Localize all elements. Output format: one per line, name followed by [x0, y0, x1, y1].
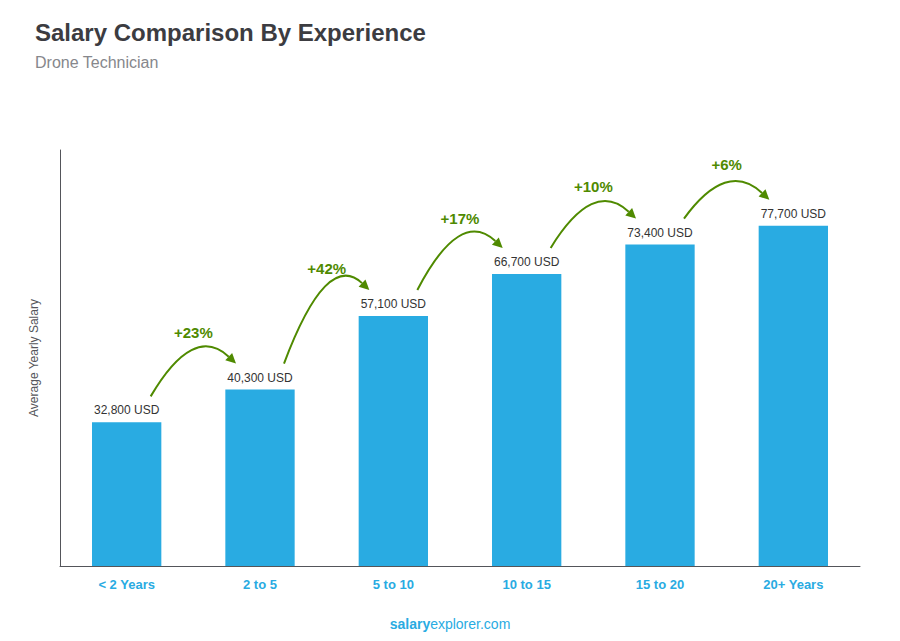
- svg-text:57,100 USD: 57,100 USD: [361, 297, 427, 311]
- svg-text:73,400 USD: 73,400 USD: [627, 226, 693, 240]
- svg-text:+42%: +42%: [307, 260, 346, 277]
- svg-text:15 to 20: 15 to 20: [636, 577, 684, 592]
- svg-text:salary: salary: [390, 616, 431, 632]
- svg-text:+6%: +6%: [711, 156, 741, 173]
- svg-text:+17%: +17%: [441, 210, 480, 227]
- svg-text:2 to 5: 2 to 5: [243, 577, 277, 592]
- svg-text:explorer.com: explorer.com: [430, 616, 510, 632]
- svg-text:77,700 USD: 77,700 USD: [761, 207, 827, 221]
- svg-text:Average Yearly Salary: Average Yearly Salary: [27, 299, 41, 417]
- svg-text:+23%: +23%: [174, 324, 213, 341]
- svg-text:5 to 10: 5 to 10: [373, 577, 414, 592]
- svg-text:+10%: +10%: [574, 178, 613, 195]
- svg-text:Salary Comparison By Experienc: Salary Comparison By Experience: [35, 19, 426, 46]
- svg-text:Drone Technician: Drone Technician: [35, 54, 158, 71]
- svg-text:10 to 15: 10 to 15: [502, 577, 550, 592]
- svg-text:40,300 USD: 40,300 USD: [227, 371, 293, 385]
- svg-text:< 2 Years: < 2 Years: [98, 577, 155, 592]
- svg-text:32,800 USD: 32,800 USD: [94, 403, 160, 417]
- svg-text:20+ Years: 20+ Years: [763, 577, 823, 592]
- svg-text:66,700 USD: 66,700 USD: [494, 255, 560, 269]
